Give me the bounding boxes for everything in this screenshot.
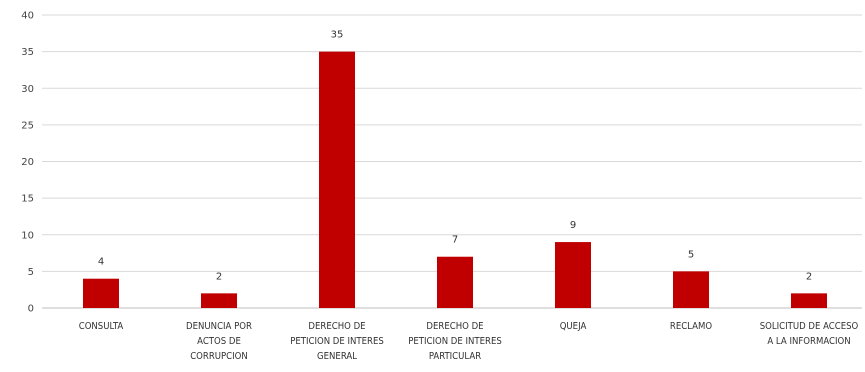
category-label: SOLICITUD DE ACCESO A LA INFORMACION <box>760 321 859 347</box>
category-label-line: ACTOS DE <box>197 336 241 347</box>
category-label: DERECHO DE PETICION DE INTERES PARTICULAR <box>408 321 502 362</box>
gridlines <box>42 14 862 272</box>
category-label-line: SOLICITUD DE ACCESO <box>760 321 859 332</box>
category-label: RECLAMO <box>670 321 713 332</box>
category-label-line: GENERAL <box>317 351 357 362</box>
category-label-line: DENUNCIA POR <box>186 321 252 332</box>
y-tick-label: 10 <box>21 230 34 241</box>
data-label: 4 <box>98 257 104 268</box>
category-label: DERECHO DE PETICION DE INTERES GENERAL <box>290 321 384 362</box>
data-label: 7 <box>452 235 458 246</box>
bar <box>555 242 591 308</box>
data-label: 35 <box>331 30 344 41</box>
category-label-line: CORRUPCION <box>190 351 248 362</box>
category-label-line: A LA INFORMACION <box>767 336 850 347</box>
y-tick-label: 5 <box>28 267 34 278</box>
data-label: 5 <box>688 249 694 260</box>
bar <box>437 256 473 308</box>
data-labels: 4 2 35 7 9 5 2 <box>98 30 812 283</box>
y-tick-label: 40 <box>21 11 34 22</box>
bars <box>83 51 827 308</box>
bar <box>673 271 709 308</box>
category-label: CONSULTA <box>79 321 124 332</box>
x-axis-category-labels: CONSULTA DENUNCIA POR ACTOS DE CORRUPCIONDE… <box>79 321 859 362</box>
category-label-line: PARTICULAR <box>429 351 481 362</box>
category-label-line: CONSULTA <box>79 321 124 332</box>
data-label: 2 <box>216 271 222 282</box>
category-label-line: PETICION DE INTERES <box>290 336 384 347</box>
y-tick-label: 25 <box>21 120 34 131</box>
bar <box>201 293 237 308</box>
bar <box>319 51 355 308</box>
y-tick-label: 15 <box>21 194 34 205</box>
data-label: 9 <box>570 220 576 231</box>
y-tick-label: 20 <box>21 157 34 168</box>
category-label-line: RECLAMO <box>670 321 713 332</box>
y-tick-label: 35 <box>21 47 34 58</box>
category-label-line: QUEJA <box>560 321 587 332</box>
y-tick-label: 30 <box>21 84 34 95</box>
bar <box>791 293 827 308</box>
category-label-line: DERECHO DE <box>426 321 483 332</box>
category-label-line: PETICION DE INTERES <box>408 336 502 347</box>
category-label-line: DERECHO DE <box>308 321 365 332</box>
y-tick-label: 0 <box>28 304 34 315</box>
data-label: 2 <box>806 271 812 282</box>
bar <box>83 278 119 308</box>
y-axis-tick-labels: 0 5 10 15 20 25 30 35 40 <box>21 11 34 315</box>
category-label: DENUNCIA POR ACTOS DE CORRUPCION <box>186 321 252 362</box>
category-label: QUEJA <box>560 321 587 332</box>
